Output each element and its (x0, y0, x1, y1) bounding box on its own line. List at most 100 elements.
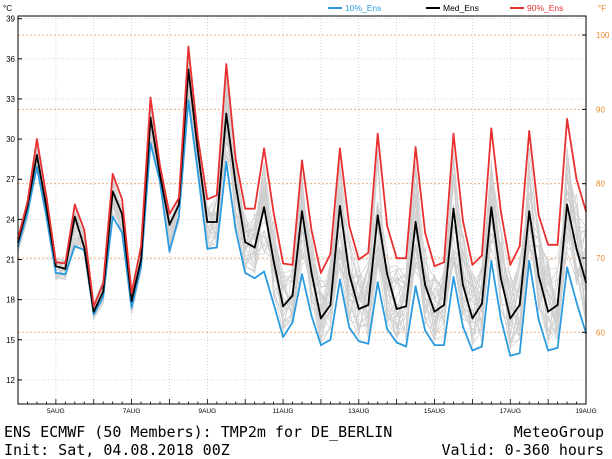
data-point (301, 273, 303, 276)
series-layer (17, 45, 587, 357)
data-point (272, 211, 275, 214)
data-point (575, 301, 578, 304)
data-point (566, 203, 568, 206)
data-point (424, 284, 426, 286)
data-point (187, 68, 190, 71)
data-point (102, 290, 105, 293)
y2-tick-label: 90 (596, 105, 605, 114)
data-point (64, 273, 67, 276)
data-point (111, 215, 114, 218)
data-point (225, 63, 228, 66)
data-point (121, 231, 124, 234)
data-point (329, 338, 332, 341)
legend-label: Med_Ens (443, 3, 479, 13)
data-point (196, 171, 199, 174)
y-tick-label: 36 (6, 55, 15, 64)
data-point (244, 207, 247, 210)
data-point (102, 282, 105, 285)
data-point (320, 344, 322, 347)
y-tick-label: 30 (6, 135, 15, 144)
data-point (556, 346, 559, 349)
data-point (424, 329, 426, 332)
data-point (452, 207, 455, 210)
data-point (566, 118, 568, 120)
data-point (45, 215, 48, 218)
data-point (499, 210, 502, 213)
data-point (462, 284, 464, 286)
data-point (348, 326, 351, 329)
data-point (537, 274, 540, 277)
data-point (45, 206, 48, 209)
data-point (102, 296, 105, 298)
data-point (320, 271, 322, 274)
data-point (443, 344, 445, 347)
y-tick-label: 21 (6, 256, 15, 265)
data-point (357, 340, 360, 343)
data-point (338, 205, 341, 207)
data-point (395, 308, 398, 310)
data-point (386, 328, 389, 330)
x-tick-label: 15AUG (424, 408, 445, 415)
data-point (405, 345, 408, 348)
data-point (357, 258, 360, 261)
data-point (547, 310, 550, 313)
data-point (452, 132, 455, 135)
x-tick-label: 5AUG (47, 408, 65, 415)
data-point (433, 344, 436, 347)
data-point (414, 221, 417, 223)
data-point (73, 215, 76, 218)
data-point (528, 259, 531, 262)
data-point (234, 158, 237, 161)
y-tick-label: 15 (6, 336, 15, 345)
y-tick-label: 18 (6, 296, 15, 305)
data-point (499, 317, 502, 320)
data-point (367, 304, 370, 306)
data-point (92, 310, 95, 313)
data-point (490, 206, 493, 209)
y-tick-label: 24 (6, 215, 15, 224)
data-point (462, 325, 464, 328)
data-point (272, 302, 275, 305)
data-point (518, 304, 521, 306)
data-point (215, 194, 218, 197)
y2-tick-label: 100 (596, 31, 610, 40)
data-point (433, 265, 436, 268)
x-tick-label: 17AUG (500, 408, 521, 415)
data-point (471, 263, 474, 266)
x-tick-label: 7AUG (123, 408, 141, 415)
data-point (376, 214, 379, 217)
data-point (480, 345, 483, 348)
data-point (310, 271, 313, 274)
data-point (64, 267, 67, 270)
data-point (282, 336, 284, 339)
data-point (518, 352, 521, 355)
data-point (405, 257, 408, 260)
data-point (168, 223, 171, 226)
data-point (537, 214, 540, 217)
data-point (282, 305, 284, 308)
data-point (121, 198, 124, 201)
data-point (376, 281, 379, 284)
legend-label: 90%_Ens (527, 3, 563, 13)
data-point (130, 292, 133, 294)
data-point (433, 310, 436, 313)
data-point (140, 258, 142, 261)
data-point (130, 300, 133, 302)
legend-label: 10%_Ens (345, 3, 381, 13)
provider-name: MeteoGroup (513, 423, 604, 441)
data-point (111, 172, 114, 175)
data-point (206, 247, 209, 250)
data-point (414, 146, 417, 149)
data-point (575, 247, 578, 250)
data-point (490, 259, 493, 262)
data-point (92, 313, 95, 316)
data-point (187, 99, 190, 102)
data-point (424, 231, 426, 234)
data-point (547, 243, 550, 246)
data-point (263, 147, 266, 150)
data-point (54, 265, 57, 268)
data-point (244, 241, 247, 244)
data-point (443, 261, 445, 264)
data-point (225, 112, 228, 115)
